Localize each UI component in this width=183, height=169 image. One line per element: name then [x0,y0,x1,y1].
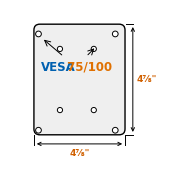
Text: VESA: VESA [41,61,76,74]
FancyBboxPatch shape [34,24,125,135]
Circle shape [91,107,96,113]
Circle shape [36,31,41,37]
Text: 4⅞": 4⅞" [69,149,90,158]
Circle shape [36,127,41,133]
Circle shape [57,46,63,52]
Text: 4⅞": 4⅞" [136,75,156,84]
Circle shape [112,31,118,37]
Circle shape [91,46,96,52]
Circle shape [112,127,118,133]
Circle shape [57,107,63,113]
Text: 75/100: 75/100 [63,61,112,74]
